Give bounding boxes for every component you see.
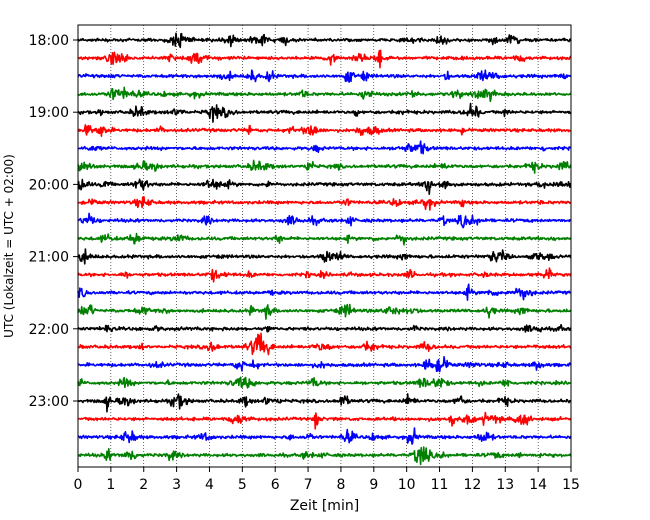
seismic-trace [77,196,572,211]
x-tick-label: 5 [238,477,247,493]
x-tick-label: 0 [74,477,83,493]
y-tick-label: 23:00 [29,394,69,410]
seismic-trace [77,49,572,69]
seismic-trace [77,140,572,155]
seismic-trace [77,323,572,333]
x-tick-label: 7 [304,477,313,493]
y-tick-label: 20:00 [29,177,69,193]
y-axis-label: UTC (Lokalzeit = UTC + 02:00) [2,154,16,338]
seismic-trace [77,248,572,265]
x-tick-label: 12 [463,477,481,493]
y-tick-label: 21:00 [29,250,69,266]
x-tick-label: 8 [336,477,345,493]
seismic-trace [77,332,572,356]
x-tick-label: 10 [398,477,416,493]
seismic-trace [77,303,572,320]
seismic-trace [77,86,572,103]
x-tick-label: 13 [496,477,514,493]
seismic-traces [77,32,572,466]
y-axis-ticks: 18:00 19:00 20:00 21:00 22:00 23:00 [29,33,78,410]
x-tick-label: 6 [271,477,280,493]
seismic-trace [77,393,572,413]
seismic-trace [77,411,572,430]
seismic-trace [77,124,572,137]
plot-frame [77,24,572,468]
x-tick-label: 4 [205,477,214,493]
seismic-trace [77,102,572,123]
seismic-trace [77,32,572,49]
seismic-trace [77,376,572,389]
y-tick-label: 22:00 [29,322,69,338]
seismic-trace [77,159,572,174]
seismic-trace [77,267,572,283]
x-tick-label: 15 [562,477,580,493]
seismic-trace [77,283,572,301]
x-tick-label: 9 [369,477,378,493]
x-tick-label: 11 [431,477,449,493]
x-tick-label: 3 [172,477,181,493]
x-tick-label: 2 [139,477,148,493]
seismic-trace [77,427,572,445]
x-tick-label: 14 [529,477,547,493]
seismic-trace [77,355,572,373]
y-tick-label: 18:00 [29,33,69,49]
x-tick-label: 1 [106,477,115,493]
x-axis-ticks: 0 1 2 3 4 5 6 7 8 9 10 11 12 13 14 15 [74,467,580,493]
x-axis-label: Zeit [min] [290,498,359,514]
seismic-trace [77,69,572,83]
seismic-trace [77,212,572,229]
y-tick-label: 19:00 [29,105,69,121]
seismic-trace [77,178,572,195]
seismic-trace [77,232,572,246]
seismic-trace [77,446,572,466]
